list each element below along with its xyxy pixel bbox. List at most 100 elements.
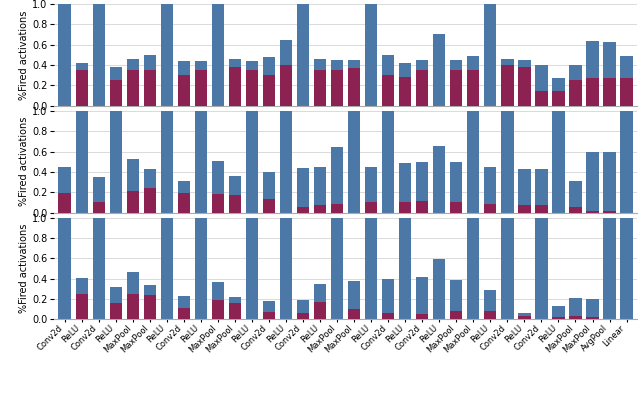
Bar xyxy=(348,281,360,319)
Bar xyxy=(93,218,105,319)
Bar xyxy=(467,111,479,213)
Bar xyxy=(297,4,309,106)
Bar xyxy=(331,204,343,213)
Bar xyxy=(416,314,428,319)
Bar xyxy=(228,67,241,106)
Bar xyxy=(586,211,598,213)
Bar xyxy=(535,65,548,106)
Y-axis label: %Fired activations: %Fired activations xyxy=(19,10,29,100)
Bar xyxy=(382,279,394,319)
Bar xyxy=(314,284,326,319)
Bar xyxy=(586,41,598,106)
Bar xyxy=(143,188,156,213)
Bar xyxy=(467,56,479,106)
Bar xyxy=(263,172,275,213)
Bar xyxy=(228,59,241,106)
Bar xyxy=(161,4,173,106)
Bar xyxy=(109,80,122,106)
Bar xyxy=(365,218,377,319)
Bar xyxy=(484,167,497,213)
Bar xyxy=(604,211,616,213)
Bar xyxy=(484,311,497,319)
Bar xyxy=(93,202,105,213)
Bar xyxy=(178,308,190,319)
Bar xyxy=(246,111,258,213)
Bar xyxy=(331,60,343,106)
Bar xyxy=(109,303,122,319)
Bar xyxy=(127,294,139,319)
Bar xyxy=(433,259,445,319)
Bar xyxy=(246,70,258,106)
Bar xyxy=(399,202,412,213)
Bar xyxy=(570,316,582,319)
Bar xyxy=(382,55,394,106)
Bar xyxy=(58,167,71,213)
Bar xyxy=(450,311,463,319)
Bar xyxy=(450,60,463,106)
Bar xyxy=(143,285,156,319)
Bar xyxy=(127,272,139,319)
Bar xyxy=(212,161,224,213)
Bar xyxy=(212,300,224,319)
Bar xyxy=(416,60,428,106)
Bar xyxy=(501,65,513,106)
Bar xyxy=(552,306,564,319)
Bar xyxy=(212,4,224,106)
Bar xyxy=(228,297,241,319)
Bar xyxy=(178,193,190,213)
Bar xyxy=(518,67,531,106)
Bar xyxy=(93,177,105,213)
Bar xyxy=(280,111,292,213)
Bar xyxy=(399,218,412,319)
Bar xyxy=(195,111,207,213)
Bar xyxy=(467,218,479,319)
Bar xyxy=(314,167,326,213)
Bar xyxy=(246,61,258,106)
Bar xyxy=(178,296,190,319)
Bar xyxy=(348,68,360,106)
Bar xyxy=(348,60,360,106)
Bar xyxy=(450,162,463,213)
Bar xyxy=(228,195,241,213)
Bar xyxy=(552,91,564,106)
Bar xyxy=(382,111,394,213)
Bar xyxy=(450,70,463,106)
Bar xyxy=(143,169,156,213)
Bar xyxy=(195,218,207,319)
Bar xyxy=(518,206,531,213)
Bar xyxy=(178,61,190,106)
Bar xyxy=(620,218,633,319)
Bar xyxy=(586,317,598,319)
Y-axis label: %Fired activations: %Fired activations xyxy=(19,117,29,206)
Bar xyxy=(280,65,292,106)
Bar xyxy=(399,63,412,106)
Bar xyxy=(127,70,139,106)
Bar xyxy=(280,40,292,106)
Bar xyxy=(58,218,71,319)
Bar xyxy=(416,162,428,213)
Bar xyxy=(76,111,88,213)
Bar xyxy=(518,169,531,213)
Bar xyxy=(127,191,139,213)
Bar xyxy=(570,65,582,106)
Bar xyxy=(109,287,122,319)
Bar xyxy=(297,208,309,213)
Bar xyxy=(399,77,412,106)
Bar xyxy=(484,4,497,106)
Bar xyxy=(518,313,531,319)
Bar xyxy=(501,111,513,213)
Bar xyxy=(331,70,343,106)
Bar xyxy=(365,167,377,213)
Bar xyxy=(58,193,71,213)
Bar xyxy=(535,91,548,106)
Bar xyxy=(518,60,531,106)
Bar xyxy=(433,34,445,106)
Bar xyxy=(228,303,241,319)
Bar xyxy=(604,152,616,213)
Bar xyxy=(76,63,88,106)
Bar xyxy=(314,302,326,319)
Bar xyxy=(586,152,598,213)
Bar xyxy=(501,59,513,106)
Bar xyxy=(450,202,463,213)
Bar xyxy=(604,78,616,106)
